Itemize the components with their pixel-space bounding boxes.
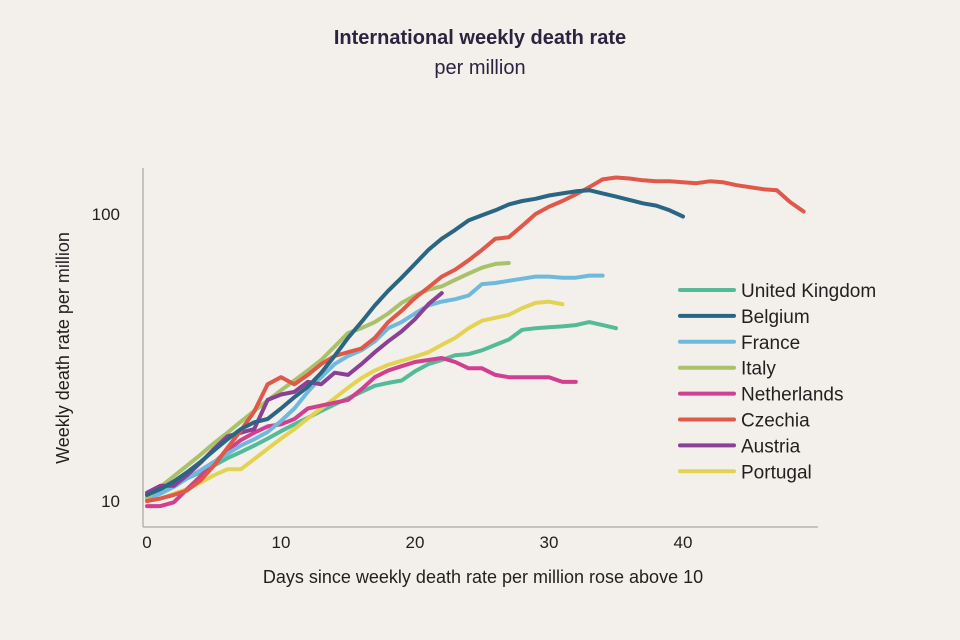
legend-label: France: [741, 333, 800, 354]
legend-item-czechia: Czechia: [678, 411, 810, 432]
legend-item-italy: Italy: [678, 359, 776, 380]
y-axis-label: Weekly death rate per million: [53, 232, 73, 464]
x-tick-label: 10: [272, 533, 291, 552]
legend-label: Austria: [741, 436, 801, 457]
legend-item-austria: Austria: [678, 436, 801, 457]
legend-item-united-kingdom: United Kingdom: [678, 281, 876, 302]
legend-item-belgium: Belgium: [678, 307, 810, 328]
series-line-czechia: [145, 175, 806, 503]
series-line-italy: [145, 261, 511, 500]
chart-subtitle: per million: [434, 57, 526, 79]
legend-label: Italy: [741, 359, 776, 380]
x-tick-label: 40: [674, 533, 693, 552]
chart-title: International weekly death rate: [333, 27, 627, 49]
legend-label: Portugal: [741, 462, 812, 483]
legend-label: Czechia: [741, 411, 810, 432]
legend-label: Netherlands: [741, 385, 843, 406]
series-line-belgium: [145, 188, 685, 497]
x-tick-label: 30: [540, 533, 559, 552]
x-axis-label: Days since weekly death rate per million…: [263, 567, 703, 587]
series-line-united-kingdom: [145, 320, 618, 500]
x-tick-label: 20: [406, 533, 425, 552]
legend-item-france: France: [678, 333, 800, 354]
y-tick-label: 10: [101, 492, 120, 511]
legend-label: Belgium: [741, 307, 810, 328]
legend-label: United Kingdom: [741, 281, 876, 302]
legend-item-netherlands: Netherlands: [678, 385, 843, 406]
y-tick-label: 100: [92, 205, 120, 224]
x-tick-label: 0: [142, 533, 151, 552]
series-line-portugal: [145, 299, 565, 503]
legend-item-portugal: Portugal: [678, 462, 812, 483]
legend: United Kingdom Belgium France Italy Netherla…: [678, 281, 876, 483]
